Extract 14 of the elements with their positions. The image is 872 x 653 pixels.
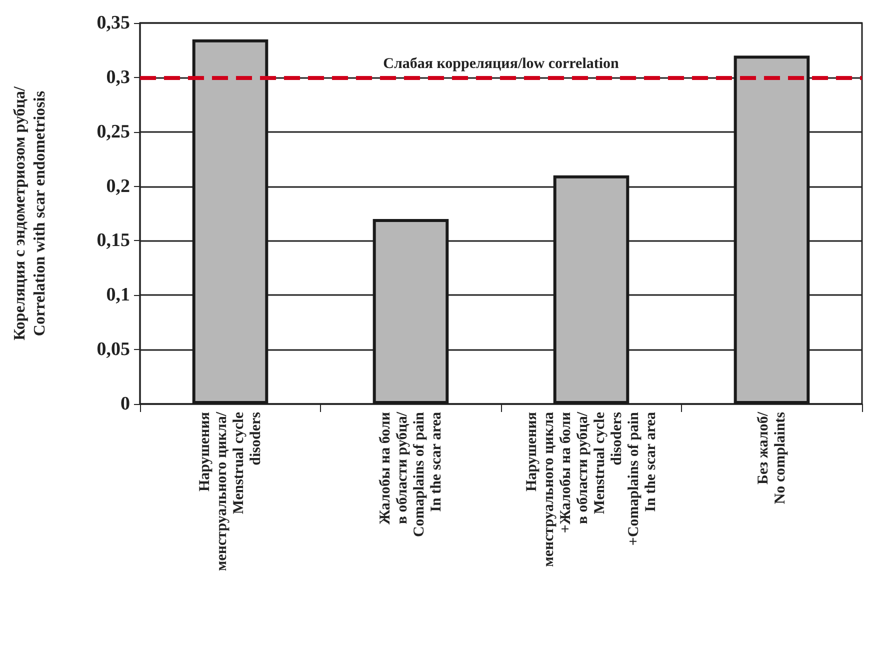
- y-tick-label: 0,2: [106, 176, 130, 197]
- x-tick-label: Без жалоб/ No complaints: [755, 411, 788, 504]
- y-tick-label: 0,1: [106, 284, 130, 306]
- y-tick-label: 0,3: [106, 66, 130, 88]
- y-axis-title: Кореляция с эндометриозом рубца/ Correlation with scar endometriosis: [12, 86, 48, 340]
- y-tick-label: 0,35: [96, 12, 130, 34]
- x-tick-label: Нарушения менструального цикла +Жалобы на боли в области рубца/ Menstrual cycle disoders +Comaplains of pain In the scar area: [524, 411, 659, 567]
- y-tick-label: 0,25: [96, 121, 130, 142]
- y-tick-label: 0: [120, 394, 130, 414]
- x-tick-label: Жалобы на боли в области рубца/ Comaplains of pain In the scar area: [377, 411, 444, 538]
- x-tick-label: Нарушения менструального цикла/ Menstrual cycle disoders: [196, 411, 264, 571]
- y-tick-label: 0,15: [96, 230, 130, 252]
- ref-line-label: Слабая корреляция/low correlation: [383, 56, 620, 72]
- y-tick-label: 0,05: [96, 339, 130, 360]
